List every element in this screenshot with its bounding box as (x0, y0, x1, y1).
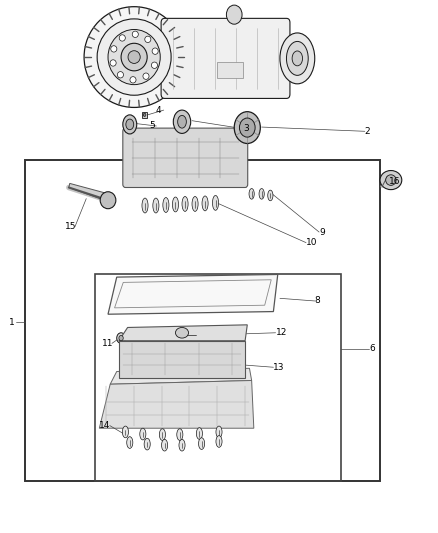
Ellipse shape (162, 439, 168, 451)
Ellipse shape (173, 110, 191, 133)
Ellipse shape (386, 175, 396, 185)
Ellipse shape (140, 428, 146, 440)
Ellipse shape (216, 426, 222, 438)
Ellipse shape (117, 333, 125, 343)
Text: 15: 15 (64, 222, 76, 231)
Ellipse shape (117, 71, 124, 78)
Polygon shape (110, 368, 252, 384)
Polygon shape (108, 274, 278, 314)
Text: 13: 13 (273, 363, 285, 372)
Ellipse shape (182, 197, 188, 212)
Bar (25, 160, 380, 481)
Ellipse shape (212, 196, 219, 211)
Ellipse shape (380, 171, 402, 190)
FancyBboxPatch shape (123, 128, 248, 188)
Ellipse shape (292, 51, 303, 66)
Ellipse shape (126, 119, 134, 130)
Ellipse shape (196, 427, 202, 439)
Ellipse shape (234, 112, 260, 143)
Ellipse shape (119, 335, 123, 341)
Ellipse shape (249, 189, 254, 199)
Ellipse shape (110, 60, 116, 66)
Bar (141, 112, 147, 118)
Text: 4: 4 (156, 106, 162, 115)
Ellipse shape (132, 31, 138, 37)
FancyBboxPatch shape (161, 18, 290, 99)
Ellipse shape (111, 46, 117, 52)
Text: 9: 9 (319, 228, 325, 237)
Ellipse shape (192, 197, 198, 212)
Ellipse shape (100, 192, 116, 209)
Ellipse shape (145, 36, 151, 43)
Text: 5: 5 (149, 122, 155, 131)
Text: 11: 11 (102, 339, 113, 348)
Ellipse shape (122, 426, 128, 438)
Polygon shape (119, 341, 245, 378)
Text: 14: 14 (99, 421, 111, 430)
Ellipse shape (178, 115, 186, 128)
Ellipse shape (119, 35, 125, 41)
Ellipse shape (97, 19, 171, 95)
Ellipse shape (198, 438, 205, 449)
Ellipse shape (121, 43, 147, 71)
Polygon shape (119, 325, 247, 341)
Bar (217, 62, 243, 78)
Text: 16: 16 (389, 177, 400, 186)
Ellipse shape (128, 51, 140, 63)
Ellipse shape (286, 42, 308, 75)
Text: 8: 8 (315, 296, 321, 305)
Ellipse shape (280, 33, 315, 84)
Text: 10: 10 (306, 238, 318, 247)
Text: 6: 6 (369, 344, 375, 353)
Ellipse shape (152, 62, 158, 68)
Ellipse shape (143, 73, 149, 79)
Ellipse shape (130, 77, 136, 83)
Ellipse shape (123, 115, 137, 134)
Ellipse shape (153, 198, 159, 213)
Ellipse shape (152, 48, 158, 54)
Ellipse shape (108, 29, 160, 85)
Ellipse shape (177, 429, 183, 440)
Ellipse shape (240, 118, 255, 137)
Ellipse shape (259, 189, 264, 199)
Ellipse shape (142, 198, 148, 213)
Text: 2: 2 (365, 127, 371, 136)
Text: 1: 1 (9, 318, 15, 327)
Ellipse shape (268, 190, 273, 201)
Ellipse shape (159, 429, 166, 440)
Ellipse shape (143, 114, 146, 116)
Ellipse shape (179, 439, 185, 451)
Ellipse shape (163, 198, 169, 213)
Polygon shape (69, 183, 110, 201)
Ellipse shape (127, 437, 133, 448)
Ellipse shape (216, 435, 222, 447)
Text: 12: 12 (276, 328, 287, 337)
Ellipse shape (176, 327, 188, 338)
Bar (95, 274, 341, 481)
Ellipse shape (173, 197, 179, 212)
Ellipse shape (226, 5, 242, 24)
Ellipse shape (84, 7, 184, 108)
Text: 3: 3 (243, 124, 249, 133)
Polygon shape (99, 381, 254, 428)
Ellipse shape (144, 438, 150, 450)
Ellipse shape (202, 196, 208, 211)
